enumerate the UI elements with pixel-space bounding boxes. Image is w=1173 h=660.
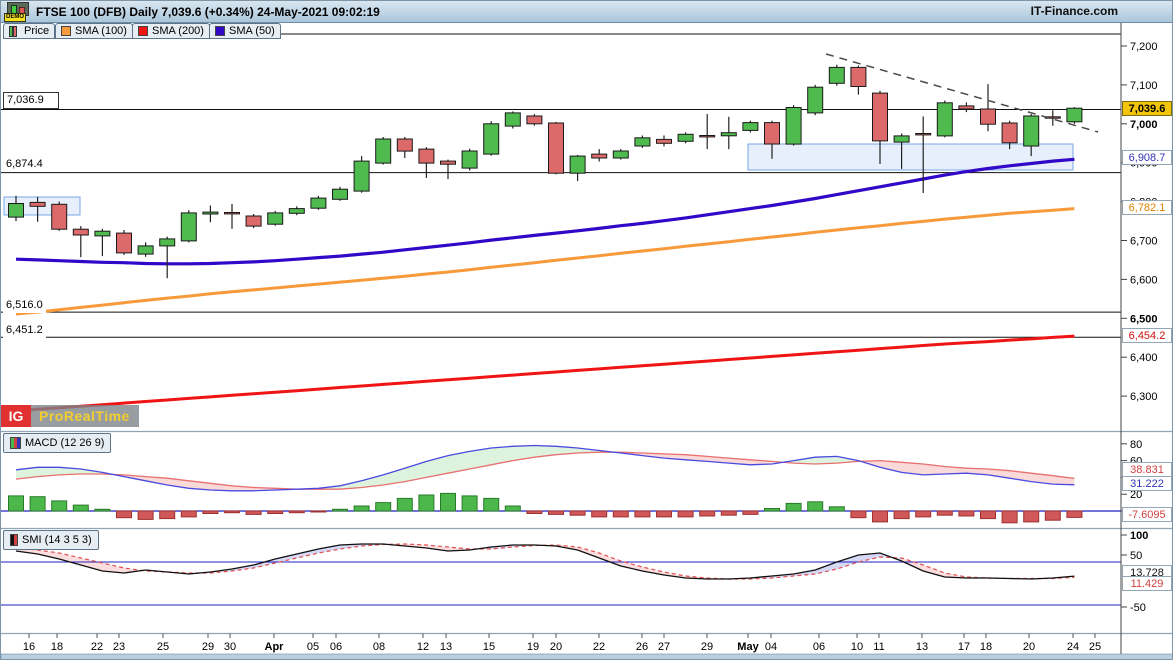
price-line-label: 7,036.9	[3, 92, 59, 109]
date-label: 29	[202, 641, 214, 653]
prorealtime-logo: IG ProRealTime	[1, 405, 139, 427]
date-label: 10	[851, 641, 863, 653]
sma200-swatch-icon	[138, 26, 148, 36]
date-label: 20	[550, 641, 562, 653]
axis-tick-label: 6,400	[1130, 352, 1158, 364]
sma-line	[15, 207, 1075, 316]
smi-tab-label: SMI (14 3 5 3)	[22, 534, 92, 546]
date-label: 11	[873, 641, 884, 653]
macd-value-badge: 38.831	[1122, 462, 1172, 477]
axis-tick-label: 7,100	[1130, 80, 1158, 92]
legend-item-sma200[interactable]: SMA (200)	[132, 23, 210, 39]
price-line-label: 6,451.2	[3, 323, 46, 338]
macd-tab-label: MACD (12 26 9)	[25, 437, 105, 449]
date-label: 13	[440, 641, 452, 653]
prorealtime-wordmark: ProRealTime	[39, 408, 130, 424]
macd-tab[interactable]: MACD (12 26 9)	[3, 433, 112, 453]
date-label: 16	[23, 641, 35, 653]
date-label: 24	[1067, 641, 1079, 653]
date-label: 17	[958, 641, 970, 653]
axis-tick-label: 80	[1130, 439, 1142, 451]
macd-line	[15, 444, 1075, 492]
price-line-label: 6,874.4	[3, 157, 46, 172]
demo-badge: DEMO	[4, 2, 30, 22]
axis-tick-label: 6,500	[1130, 313, 1158, 325]
date-label: 13	[916, 641, 928, 653]
date-label: 18	[51, 641, 63, 653]
sma-line	[15, 157, 1075, 266]
macd-value-badge: 31.222	[1122, 476, 1172, 491]
date-label: 19	[527, 641, 539, 653]
date-label: 25	[157, 641, 169, 653]
smi-tab[interactable]: SMI (14 3 5 3)	[3, 530, 99, 550]
price-value-badge: 6,908.7	[1122, 150, 1172, 165]
legend-label: SMA (100)	[75, 25, 127, 37]
candles	[8, 64, 1083, 279]
macd-value-badge: -7.6095	[1122, 507, 1172, 522]
date-label: Apr	[265, 641, 285, 653]
price-line-label: 6,516.0	[3, 298, 46, 313]
date-label: 12	[417, 641, 429, 653]
axis-tick-label: 6,700	[1130, 236, 1158, 248]
date-label: 15	[483, 641, 495, 653]
price-value-badge: 6,782.1	[1122, 200, 1172, 215]
macd-signal-line	[15, 451, 1075, 490]
axis-tick-label: 50	[1130, 550, 1142, 562]
smi-line	[15, 543, 1075, 580]
axis-tick-label: 100	[1130, 530, 1148, 542]
sma-line	[15, 334, 1075, 413]
support-zone	[747, 143, 1074, 171]
date-label: 23	[113, 641, 125, 653]
price-value-badge: 7,039.6	[1122, 101, 1172, 116]
date-label: 26	[636, 641, 648, 653]
price-value-badge: 6,454.2	[1122, 328, 1172, 343]
smi-legend-icon	[10, 534, 18, 546]
date-label: 06	[330, 641, 342, 653]
legend-item-price[interactable]: Price	[3, 23, 56, 39]
legend-item-sma100[interactable]: SMA (100)	[55, 23, 133, 39]
date-label: 20	[1023, 641, 1035, 653]
legend-label: SMA (200)	[152, 25, 204, 37]
legend-label: SMA (50)	[229, 25, 275, 37]
smi-value-badge: 11.429	[1122, 576, 1172, 591]
axis-tick-label: -50	[1130, 602, 1146, 614]
date-label: 25	[1089, 641, 1101, 653]
axis-tick-label: 6,300	[1130, 391, 1158, 403]
axis-tick-label: 6,600	[1130, 274, 1158, 286]
date-label: 08	[373, 641, 385, 653]
price-legend-icon	[9, 25, 20, 37]
axis-tick-label: 7,200	[1130, 41, 1158, 53]
legend-item-sma50[interactable]: SMA (50)	[209, 23, 281, 39]
ig-logo-icon: IG	[1, 405, 31, 427]
title-bar: DEMO FTSE 100 (DFB) Daily 7,039.6 (+0.34…	[1, 1, 1172, 23]
axis-tick-label: 7,000	[1130, 119, 1158, 131]
date-label: 18	[980, 641, 992, 653]
date-label: 29	[701, 641, 713, 653]
window-title: FTSE 100 (DFB) Daily 7,039.6 (+0.34%) 24…	[36, 4, 380, 19]
brand-label: IT-Finance.com	[1030, 4, 1118, 18]
date-label: May	[737, 641, 759, 653]
macd-legend-icon	[10, 437, 21, 449]
date-label: 22	[91, 641, 103, 653]
bottom-strip	[1, 653, 1172, 659]
legend-label: Price	[24, 25, 50, 37]
date-label: 30	[224, 641, 236, 653]
date-label: 05	[307, 641, 319, 653]
date-label: 27	[658, 641, 670, 653]
sma100-swatch-icon	[61, 26, 71, 36]
macd-histogram	[8, 492, 1083, 524]
sma50-swatch-icon	[215, 26, 225, 36]
date-label: 22	[593, 641, 605, 653]
date-label: 06	[813, 641, 825, 653]
date-label: 04	[765, 641, 777, 653]
trendline	[825, 53, 1099, 133]
axis-tick-label: 20	[1130, 489, 1142, 501]
demo-label: DEMO	[4, 13, 26, 22]
